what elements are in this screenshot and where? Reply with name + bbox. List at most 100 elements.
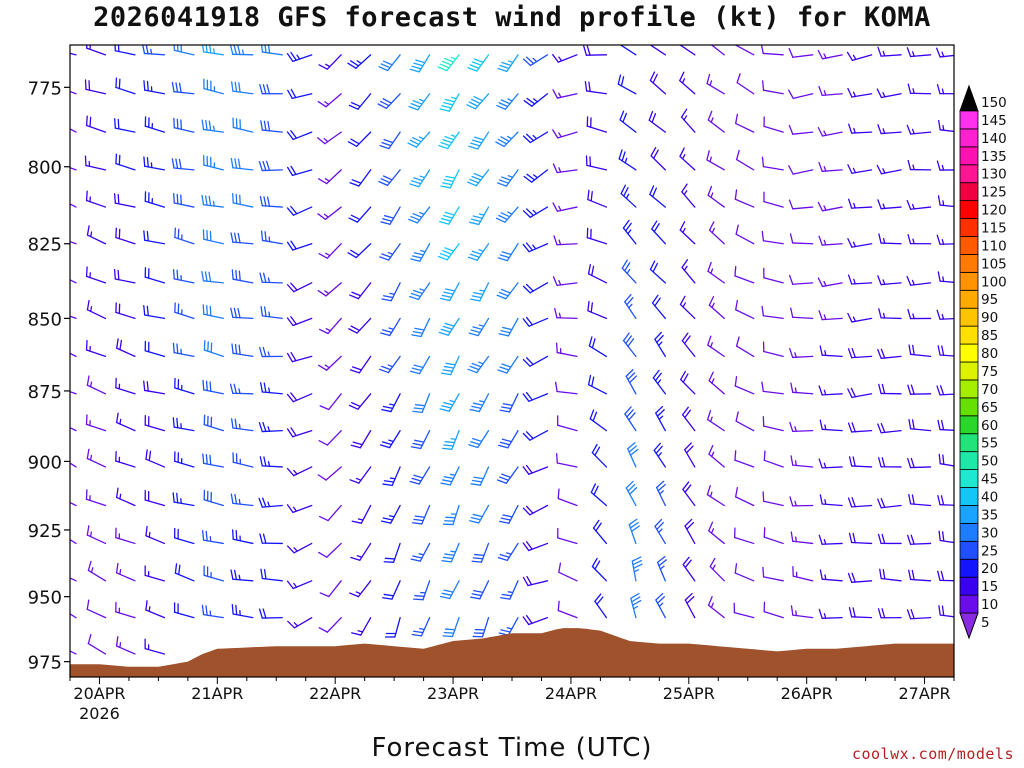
barb-full <box>143 230 146 241</box>
barb-full <box>788 274 794 285</box>
barb-full <box>473 476 484 480</box>
barb-full <box>286 504 294 514</box>
wind-barb <box>649 45 666 56</box>
barb-full <box>908 418 912 430</box>
barb-full <box>287 352 294 363</box>
barb-half <box>659 565 665 570</box>
barb-full <box>818 458 823 469</box>
barb-half <box>852 316 857 322</box>
barb-full <box>347 62 357 69</box>
wind-barb <box>408 282 431 301</box>
barb-full <box>679 295 686 306</box>
barb-full <box>496 479 507 484</box>
barb-half <box>89 531 93 538</box>
colorbar-label: 95 <box>981 292 998 308</box>
barb-half <box>355 477 362 481</box>
wind-barb <box>174 302 195 320</box>
wind-barb <box>70 315 77 320</box>
barb-full <box>409 370 421 375</box>
barb-full <box>525 133 535 142</box>
barb-full <box>262 84 267 95</box>
wind-barb <box>318 54 342 70</box>
barb-full <box>209 305 212 317</box>
barb-full <box>817 277 824 288</box>
barb-full <box>442 369 453 372</box>
barb-full <box>525 431 534 440</box>
terrain <box>70 628 954 677</box>
barb-half <box>882 237 886 244</box>
wind-barb <box>317 206 342 221</box>
site-attribution[interactable]: coolwx.com/models <box>851 745 1014 763</box>
barb-full <box>382 175 393 181</box>
barb-full <box>441 479 453 483</box>
wind-barb <box>230 493 254 507</box>
wind-barb <box>70 613 77 619</box>
barb-full <box>653 223 660 233</box>
wind-barb <box>499 393 519 413</box>
barb-full <box>87 633 92 645</box>
wind-barb <box>115 636 136 655</box>
wind-barb <box>409 54 431 73</box>
wind-barb <box>85 115 107 133</box>
wind-barb <box>172 342 195 358</box>
barb-full <box>411 255 423 259</box>
wind-barb <box>877 423 902 434</box>
barb-full <box>619 35 622 44</box>
barb-full <box>290 282 298 291</box>
barb-half <box>388 439 395 443</box>
wind-barb <box>143 80 166 95</box>
barb-shaft <box>70 279 77 284</box>
barb-full <box>762 566 765 578</box>
barb-full <box>907 159 912 171</box>
wind-barb <box>116 412 136 432</box>
wind-barb <box>622 219 637 245</box>
barb-full <box>383 138 394 144</box>
barb-full <box>790 605 794 616</box>
barb-shaft <box>70 650 77 655</box>
wind-barb <box>619 35 637 56</box>
barb-full <box>522 393 530 402</box>
barb-full <box>501 61 512 67</box>
colorbar-label: 40 <box>981 489 998 505</box>
barb-full <box>237 45 241 56</box>
barb-half <box>532 57 538 63</box>
barb-full <box>381 329 393 334</box>
wind-barb <box>351 616 372 636</box>
y-tick-label: 950 <box>28 588 62 609</box>
barb-full <box>655 405 664 414</box>
barb-full <box>410 292 422 298</box>
wind-barb <box>680 108 696 133</box>
y-tick-label: 775 <box>28 78 62 99</box>
y-tick-label: 875 <box>28 382 62 403</box>
barb-full <box>499 179 510 184</box>
wind-barb <box>174 563 195 582</box>
barb-half <box>942 124 945 131</box>
wind-barb <box>588 336 608 358</box>
wind-barb <box>498 429 519 449</box>
wind-barb <box>497 355 519 374</box>
barb-full <box>58 488 60 497</box>
wind-barb <box>379 429 401 449</box>
barb-full <box>201 194 205 206</box>
wind-barb <box>522 206 549 218</box>
wind-barb <box>144 340 166 358</box>
barb-full <box>734 189 738 200</box>
barb-full <box>937 271 941 282</box>
wind-barb <box>761 305 784 320</box>
colorbar-label: 110 <box>981 238 1007 254</box>
wind-barb <box>260 305 283 320</box>
barb-full <box>470 142 481 147</box>
barb-full <box>445 175 456 179</box>
barb-full <box>552 163 558 174</box>
wind-barb <box>762 566 784 582</box>
wind-barb <box>439 282 460 302</box>
barb-full <box>655 480 665 489</box>
barb-half <box>624 157 628 164</box>
barb-full <box>349 60 360 67</box>
wind-barb <box>936 234 954 245</box>
barb-full <box>651 113 657 124</box>
barb-full <box>260 120 264 131</box>
wind-barb <box>735 299 755 320</box>
barb-full <box>706 410 712 421</box>
barb-full <box>847 87 853 98</box>
